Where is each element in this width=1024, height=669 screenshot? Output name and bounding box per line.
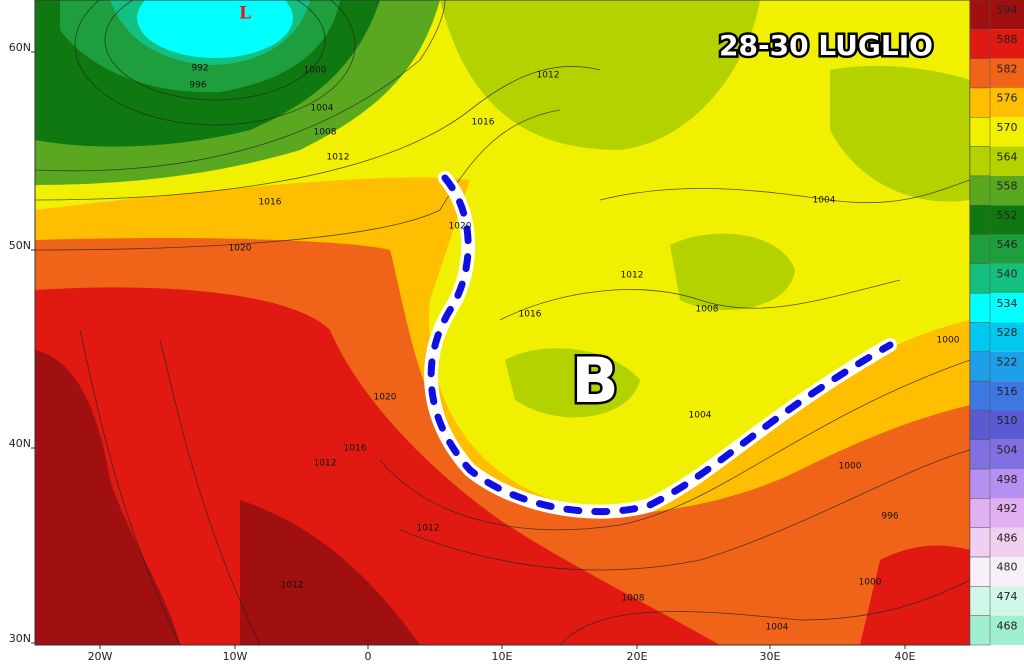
isobar-label: 1004 xyxy=(766,623,789,633)
isobar-label: 1008 xyxy=(696,305,719,315)
colorbar-swatch xyxy=(969,29,991,59)
isobar-label: 1016 xyxy=(472,118,495,128)
colorbar-label: 552 xyxy=(997,209,1018,222)
isobar-label: 1020 xyxy=(229,244,252,254)
colorbar-label: 570 xyxy=(997,121,1018,134)
lon-label: 20E xyxy=(627,650,648,663)
colorbar-label: 522 xyxy=(997,355,1018,368)
colorbar-swatch xyxy=(969,351,991,382)
colorbar-label: 594 xyxy=(997,4,1018,17)
colorbar-swatch xyxy=(969,439,991,470)
colorbar-label: 534 xyxy=(997,297,1018,310)
colorbar-swatch xyxy=(969,410,991,441)
colorbar-swatch xyxy=(969,204,991,235)
colorbar-label: 486 xyxy=(997,531,1018,544)
isobar-labels: 992 996 1000 1004 1008 1012 1016 1020 10… xyxy=(189,64,959,633)
colorbar-swatch xyxy=(969,117,991,147)
colorbar-swatch xyxy=(969,468,991,499)
colorbar-label: 480 xyxy=(997,561,1018,574)
colorbar-swatch xyxy=(969,234,991,265)
isobar-label: 1016 xyxy=(344,444,367,454)
colorbar: 594 588 582 576 570 564 558 552 546 540 534 528 522 5… xyxy=(969,0,1024,646)
colorbar-swatch xyxy=(969,615,991,646)
height-field xyxy=(35,0,970,645)
colorbar-swatch xyxy=(969,146,991,177)
isobar-label: 996 xyxy=(881,512,898,522)
colorbar-swatch xyxy=(969,556,991,587)
colorbar-swatch xyxy=(969,292,991,323)
isobar-label: 1012 xyxy=(417,524,440,534)
isobar-label: 1016 xyxy=(259,198,282,208)
colorbar-swatch xyxy=(969,87,991,118)
isobar-label: 1016 xyxy=(519,310,542,320)
isobar-label: 1000 xyxy=(859,578,882,588)
isobar-label: 1004 xyxy=(813,196,836,206)
isobar-label: 1008 xyxy=(314,128,337,138)
isobar-label: 1000 xyxy=(937,336,960,346)
isobar-label: 1000 xyxy=(839,462,862,472)
isobar-label: 1004 xyxy=(689,411,712,421)
colorbar-swatch xyxy=(969,58,991,89)
colorbar-label: 528 xyxy=(997,326,1018,339)
isobar-label: 996 xyxy=(189,81,206,91)
colorbar-label: 576 xyxy=(997,92,1018,105)
colorbar-swatch xyxy=(969,586,991,616)
trough-line xyxy=(427,174,894,516)
lon-label: 10E xyxy=(492,650,513,663)
isobar-label: 1012 xyxy=(314,459,337,469)
colorbar-label: 498 xyxy=(997,473,1018,486)
isobar-label: 1000 xyxy=(304,66,327,76)
lon-label: 0 xyxy=(365,650,372,663)
colorbar-swatch xyxy=(969,0,991,30)
colorbar-swatch xyxy=(969,322,991,353)
lon-label: 30E xyxy=(760,650,781,663)
contours xyxy=(34,0,971,646)
lat-label: 60N xyxy=(9,41,31,54)
colorbar-label: 558 xyxy=(997,180,1018,193)
isobar-label: 1012 xyxy=(281,581,304,591)
isobar-label: 1012 xyxy=(621,271,644,281)
colorbar-swatch xyxy=(969,498,991,528)
colorbar-label: 546 xyxy=(997,238,1018,251)
isobar-label: 992 xyxy=(191,64,208,74)
axes: 60N 50N 40N 30N 20W 10W 0 10E 20E 30E 40E xyxy=(9,41,916,663)
colorbar-label: 582 xyxy=(997,62,1018,75)
colorbar-label: 492 xyxy=(997,502,1018,515)
lat-label: 40N xyxy=(9,437,31,450)
lon-label: 20W xyxy=(88,650,113,663)
colorbar-swatch xyxy=(969,175,991,206)
colorbar-swatch xyxy=(969,263,991,294)
isobar-label: 1020 xyxy=(374,393,397,403)
colorbar-label: 516 xyxy=(997,385,1018,398)
colorbar-label: 468 xyxy=(997,619,1018,632)
lon-label: 40E xyxy=(895,650,916,663)
isobar-label: 1020 xyxy=(449,222,472,232)
isobar-label: 1008 xyxy=(622,594,645,604)
isobar-label: 1004 xyxy=(311,104,334,114)
colorbar-label: 474 xyxy=(997,590,1018,603)
colorbar-label: 588 xyxy=(997,33,1018,46)
lat-label: 30N xyxy=(9,632,31,645)
isobar-label: 1012 xyxy=(327,153,350,163)
isobar-label: 1012 xyxy=(537,71,560,81)
colorbar-swatch xyxy=(969,380,991,411)
colorbar-label: 564 xyxy=(997,150,1018,163)
low-center-label: L xyxy=(239,4,251,24)
low-pressure-label: B xyxy=(571,344,618,417)
colorbar-label: 540 xyxy=(997,268,1018,281)
map-title: 28-30 LUGLIO xyxy=(719,29,933,62)
lat-label: 50N xyxy=(9,239,31,252)
lon-label: 10W xyxy=(223,650,248,663)
colorbar-swatch xyxy=(969,527,991,558)
colorbar-label: 510 xyxy=(997,414,1018,427)
colorbar-label: 504 xyxy=(997,443,1018,456)
